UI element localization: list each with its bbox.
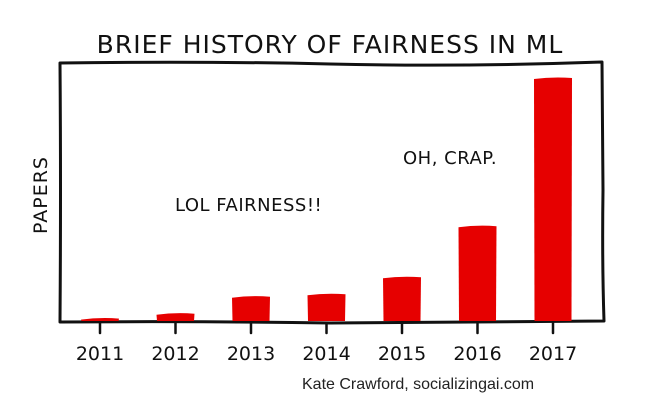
bars-group xyxy=(81,77,572,321)
bar-2012 xyxy=(156,313,195,321)
credit-text: Kate Crawford, socializingai.com xyxy=(302,376,535,393)
plot-frame xyxy=(58,60,606,325)
bar-2016 xyxy=(458,225,497,321)
chart-title: BRIEF HISTORY OF FAIRNESS IN ML xyxy=(97,30,564,59)
annotation-oh-crap: OH, CRAP. xyxy=(403,148,497,169)
x-tick-label-2011: 2011 xyxy=(76,343,124,365)
x-tick-label-2013: 2013 xyxy=(227,343,275,365)
x-tick-label-2017: 2017 xyxy=(529,343,577,365)
x-ticks-group: 2011 2012 2013 2014 2015 2016 2017 xyxy=(76,321,577,365)
bar-2013 xyxy=(232,296,270,321)
x-tick-label-2012: 2012 xyxy=(151,343,199,365)
bar-2015 xyxy=(383,276,421,321)
x-tick-label-2015: 2015 xyxy=(378,343,426,365)
bar-2014 xyxy=(307,293,346,321)
x-tick-label-2014: 2014 xyxy=(302,343,350,365)
x-tick-label-2016: 2016 xyxy=(453,343,501,365)
bar-2011 xyxy=(81,318,119,321)
bar-2017 xyxy=(534,77,572,321)
annotation-lol-fairness: LOL FAIRNESS!! xyxy=(175,195,322,216)
y-axis-label: PAPERS xyxy=(30,156,52,234)
